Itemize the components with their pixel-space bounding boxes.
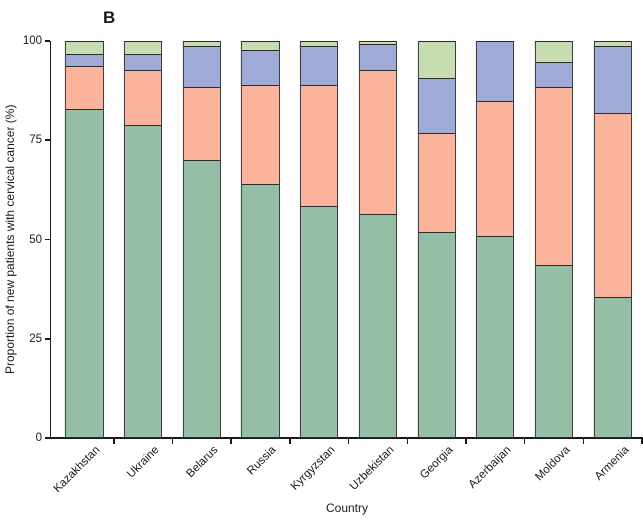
bar-slot-azerbaijan: Azerbaijan [466, 41, 526, 491]
segment-blue-belarus [183, 45, 220, 88]
segment-salmon-kyrgyzstan [301, 85, 338, 206]
stacked-bar-belarus [182, 41, 221, 438]
bar-slot-moldova: Moldova [525, 41, 585, 483]
segment-blue-azerbaijan [477, 42, 514, 102]
y-axis-line [49, 41, 52, 439]
segment-blue-armenia [594, 45, 631, 114]
segment-light-green-belarus [183, 42, 220, 46]
segment-green-ukraine [124, 124, 162, 437]
panel-label: B [103, 8, 116, 27]
y-tick-label-25: 25 [29, 332, 42, 345]
segment-light-green-kazakhstan [66, 42, 103, 54]
x-axis-tick [582, 439, 585, 444]
y-tick-label-0: 0 [35, 432, 42, 444]
x-axis-tick [406, 439, 409, 444]
segment-salmon-georgia [418, 132, 455, 232]
segment-blue-uzbekistan [359, 43, 396, 70]
y-axis-tick [44, 337, 50, 340]
x-axis-title: Country [325, 501, 369, 515]
bar-slot-russia: Russia [231, 41, 291, 477]
x-axis-tick [465, 439, 467, 444]
stacked-bar-moldova [534, 41, 574, 438]
segment-green-azerbaijan [477, 235, 514, 437]
x-axis-tick [113, 439, 115, 444]
segment-salmon-armenia [594, 113, 631, 297]
segment-salmon-russia [242, 85, 279, 185]
segment-green-belarus [183, 160, 220, 437]
y-axis-tick [44, 40, 50, 42]
segment-light-green-kyrgyzstan [301, 42, 338, 46]
segment-salmon-azerbaijan [477, 101, 514, 236]
y-axis-tick [44, 139, 50, 142]
segment-salmon-belarus [183, 87, 220, 161]
segment-salmon-ukraine [124, 69, 162, 125]
x-axis-tick [523, 439, 526, 444]
segment-salmon-kazakhstan [66, 65, 103, 110]
stacked-bar-uzbekistan [358, 41, 397, 438]
segment-blue-moldova [535, 61, 573, 88]
stacked-bar-ukraine [123, 41, 163, 438]
segment-light-green-armenia [594, 42, 631, 46]
y-tick-label-50: 50 [29, 233, 42, 246]
segment-green-moldova [535, 265, 573, 437]
x-axis-tick [230, 439, 232, 444]
plot-area: Kazakhstan Ukraine Belarus Russia Kyrgyzstan… [51, 41, 643, 495]
segment-green-kazakhstan [66, 109, 103, 437]
y-tick-label-100: 100 [22, 35, 42, 47]
bar-slot-kyrgyzstan: Kyrgyzstan [289, 41, 350, 493]
segment-salmon-uzbekistan [359, 69, 396, 214]
x-axis-tick [171, 439, 174, 444]
stacked-bar-azerbaijan [476, 41, 515, 438]
segment-green-uzbekistan [359, 213, 396, 437]
segment-light-green-moldova [535, 42, 573, 62]
segment-blue-kazakhstan [66, 53, 103, 66]
segment-blue-russia [242, 49, 279, 86]
y-axis-tick [44, 238, 50, 241]
x-axis-tick [347, 439, 350, 444]
bar-slot-armenia: Armenia [583, 41, 643, 483]
bar-slot-uzbekistan: Uzbekistan [348, 41, 409, 493]
x-axis-line [51, 437, 643, 439]
segment-blue-kyrgyzstan [301, 45, 338, 86]
stacked-bar-georgia [417, 41, 456, 438]
x-axis-tick [289, 439, 291, 444]
segment-light-green-georgia [418, 42, 455, 78]
segment-blue-georgia [418, 77, 455, 133]
segment-green-georgia [418, 231, 455, 437]
bar-slot-georgia: Georgia [407, 41, 467, 481]
segment-light-green-uzbekistan [359, 42, 396, 44]
segment-green-kyrgyzstan [301, 205, 338, 437]
stacked-bar-armenia [593, 41, 632, 438]
segment-blue-ukraine [124, 53, 162, 70]
segment-light-green-ukraine [124, 42, 162, 54]
bar-slot-belarus: Belarus [172, 41, 232, 480]
stacked-bar-russia [241, 41, 280, 438]
segment-salmon-moldova [535, 87, 573, 266]
stacked-bar-kyrgyzstan [300, 41, 339, 438]
stacked-bar-kazakhstan [65, 41, 104, 438]
segment-green-russia [242, 184, 279, 437]
bar-slot-ukraine: Ukraine [114, 41, 174, 481]
x-axis-tick [641, 439, 643, 444]
segment-green-armenia [594, 296, 631, 437]
y-axis-tick [44, 437, 50, 439]
segment-light-green-russia [242, 42, 279, 50]
bar-slot-kazakhstan: Kazakhstan [52, 41, 115, 495]
y-tick-label-75: 75 [29, 134, 42, 147]
